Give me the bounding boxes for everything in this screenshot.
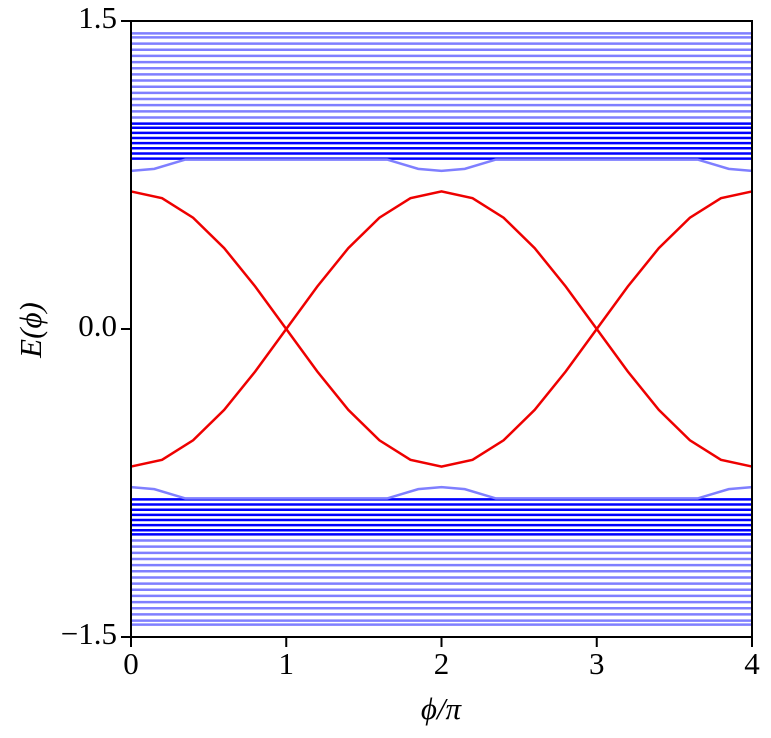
y-tick-label: 1.5 xyxy=(78,0,117,35)
y-axis-label: E(ϕ) xyxy=(13,302,48,359)
x-tick-label: 2 xyxy=(434,646,450,681)
series-line xyxy=(130,485,753,500)
plot-frame xyxy=(130,20,753,638)
y-tick-label: −1.5 xyxy=(61,616,117,651)
series-line xyxy=(130,158,753,173)
x-tick-label: 1 xyxy=(279,646,295,681)
x-tick-label: 3 xyxy=(589,646,605,681)
x-tick-label: 0 xyxy=(123,646,139,681)
series-line xyxy=(130,190,753,468)
series-line xyxy=(130,190,753,468)
x-axis-label: ϕ/π xyxy=(421,691,463,726)
y-tick-label: 0.0 xyxy=(78,308,117,343)
x-tick-label: 4 xyxy=(744,646,760,681)
